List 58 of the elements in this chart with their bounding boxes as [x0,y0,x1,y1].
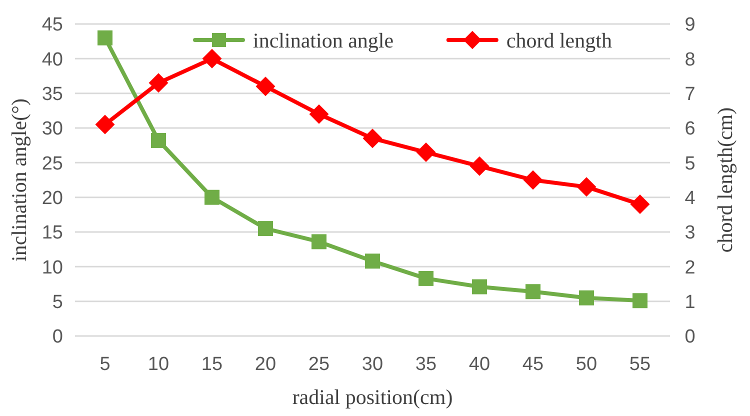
point [98,30,112,46]
x-tick-label: 45 [522,354,544,375]
y-tick-label: 35 [42,84,63,105]
point [365,254,380,269]
x-tick-label: 5 [100,354,110,375]
y2-tick-label: 7 [684,84,696,105]
point [418,270,434,286]
y-tick-label: 30 [42,118,63,140]
y-tick-label: 25 [42,153,63,174]
point [523,170,543,190]
point [472,279,487,294]
point [579,290,594,306]
y-tick-label: 10 [42,257,63,278]
x-tick-label: 30 [362,354,384,375]
point [148,73,168,93]
x-tick-label: 50 [576,354,598,375]
y-tick-label: 5 [52,292,63,313]
x-tick-label: 15 [201,354,223,375]
point [470,156,490,176]
x-axis-title: radial position(cm) [292,385,453,409]
x-tick-label: 55 [629,354,651,375]
y2-tick-label: 5 [684,153,696,174]
point [416,142,436,162]
y-tick-label: 45 [42,14,63,36]
point [202,48,222,68]
y2-tick-label: 0 [684,326,696,348]
point [258,221,273,236]
x-tick-label: 25 [308,354,330,375]
y2-tick-label: 3 [684,222,696,244]
point [362,128,382,148]
x-tick-label: 40 [468,354,490,375]
x-tick-label: 20 [254,354,276,375]
point [576,177,596,197]
y2-tick-label: 9 [684,14,696,36]
point [526,284,540,300]
y2-tick-label: 6 [684,118,696,140]
legend-label: chord length [506,28,612,52]
y2-tick-label: 1 [684,292,696,313]
point [312,234,326,250]
point [630,194,650,214]
point [151,132,166,148]
y-axis-title: inclination angle(°) [7,98,31,262]
point [309,104,329,124]
y-tick-label: 15 [42,222,63,244]
y2-axis-title: chord length(cm) [713,107,737,253]
point [632,293,648,308]
y-tick-label: 0 [52,326,63,348]
y2-tick-label: 4 [684,188,696,209]
y-tick-label: 20 [42,188,63,209]
point [256,76,276,96]
point [95,114,115,134]
point [204,190,220,205]
x-tick-label: 10 [148,354,170,375]
y-tick-label: 40 [42,49,63,70]
legend-label: inclination angle [253,28,394,52]
y2-tick-label: 2 [684,257,696,278]
x-tick-label: 35 [415,354,437,375]
y2-tick-label: 8 [684,49,696,70]
